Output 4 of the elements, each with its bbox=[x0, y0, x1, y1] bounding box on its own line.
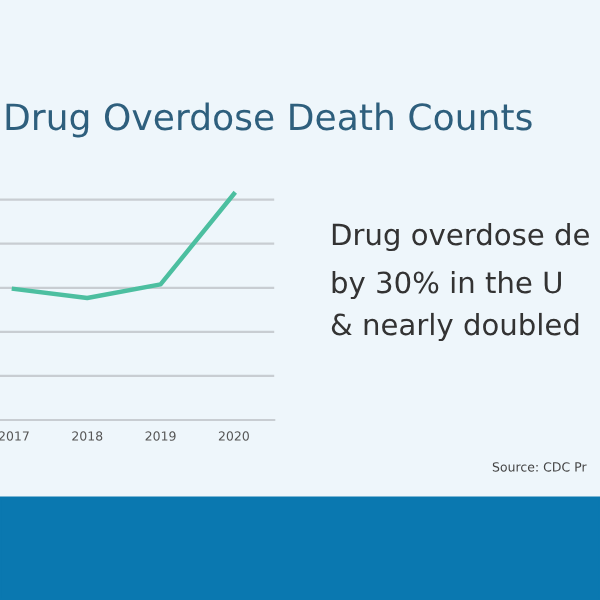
text: by 30% in the U bbox=[332, 270, 561, 300]
chart-title: Drug Overdose Death Counts bbox=[6, 102, 532, 138]
text: & nearly doubled bbox=[331, 312, 579, 342]
text: Drug overdose de bbox=[332, 222, 589, 252]
